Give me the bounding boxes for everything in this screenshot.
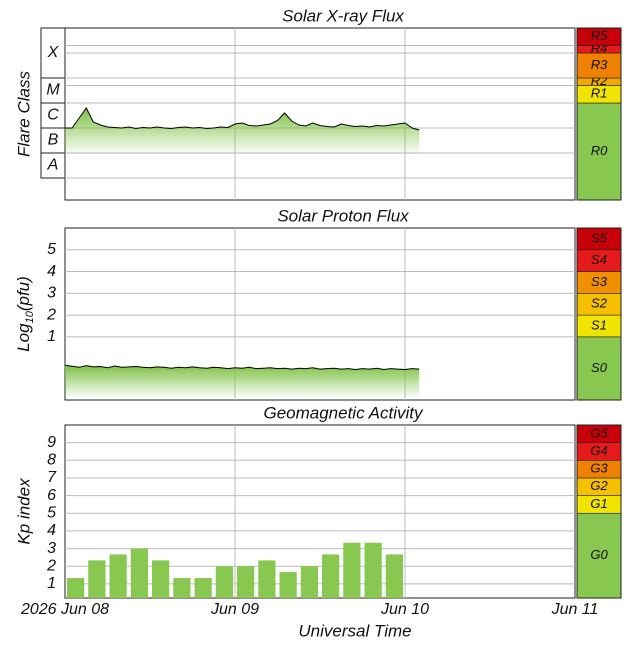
bar: [258, 560, 276, 598]
x-axis-label: Universal Time: [298, 621, 411, 640]
y-tick-label: 1: [47, 575, 56, 592]
line: [65, 107, 420, 131]
bar: [300, 566, 318, 598]
class-box: [40, 27, 66, 79]
area: [65, 365, 420, 398]
class-box: [40, 152, 66, 179]
bar: [237, 566, 255, 598]
scale-frame: [576, 227, 622, 401]
y-axis-label: Kp index: [14, 478, 33, 545]
y-tick-label: 2: [46, 306, 56, 323]
plot-frame: [64, 27, 576, 201]
class-label: M: [46, 82, 60, 99]
bar: [109, 554, 127, 598]
bar: [385, 554, 403, 598]
x-tick-label: Jun 09: [210, 601, 259, 618]
x-tick-label: Jun 10: [380, 601, 429, 618]
scale-label: G3: [590, 461, 608, 476]
bar: [194, 578, 212, 598]
bar: [279, 572, 297, 598]
scale-label: G2: [590, 478, 608, 493]
y-tick-label: 3: [47, 540, 56, 557]
scale-label: S2: [591, 296, 608, 311]
bar: [343, 542, 361, 598]
bar: [364, 542, 382, 598]
scale-label: S1: [591, 317, 607, 332]
x-tick-label: 2026 Jun 08: [20, 601, 109, 618]
scale-label: R3: [591, 57, 608, 72]
scale-label: S4: [591, 252, 607, 267]
class-label: B: [48, 132, 59, 149]
y-tick-label: 4: [47, 263, 56, 280]
bar: [152, 560, 170, 598]
scale-frame: [576, 27, 622, 201]
area: [65, 108, 420, 155]
class-label: C: [47, 107, 59, 124]
scale-label: S5: [591, 230, 608, 245]
y-axis-label: Log10(pfu): [14, 276, 35, 352]
scale-label: S0: [591, 360, 608, 375]
y-tick-label: 9: [47, 434, 56, 451]
y-axis-label-part: 10: [24, 310, 36, 323]
scale-label: G4: [590, 443, 607, 458]
scale-label: S3: [591, 274, 608, 289]
y-tick-label: 8: [47, 452, 56, 469]
y-axis-label: Flare Class: [14, 71, 33, 157]
y-axis-label-part: Log: [14, 323, 33, 352]
bar: [173, 578, 191, 598]
class-label: A: [47, 157, 59, 174]
scale-label: G5: [590, 425, 608, 440]
y-tick-label: 6: [47, 487, 56, 504]
bar: [215, 566, 233, 598]
y-tick-label: 7: [47, 469, 57, 486]
bar: [130, 548, 148, 598]
class-label: X: [47, 44, 60, 61]
scale-label: R1: [591, 86, 608, 101]
scale-label: G0: [590, 547, 608, 562]
x-tick-label: Jun 11: [551, 601, 599, 618]
scale-level: [576, 102, 622, 201]
line: [64, 364, 420, 371]
scale-label: R0: [591, 143, 608, 158]
panel-title: Solar Proton Flux: [277, 206, 409, 225]
scale-label: R5: [591, 28, 608, 43]
y-tick-label: 3: [47, 285, 56, 302]
panel-title: Solar X-ray Flux: [282, 6, 404, 25]
y-tick-label: 5: [47, 241, 56, 258]
y-tick-label: 1: [47, 328, 56, 345]
scale-label: G1: [590, 496, 607, 511]
bar: [322, 554, 340, 598]
y-tick-label: 5: [47, 504, 56, 521]
scale-frame: [576, 424, 622, 599]
panel-title: Geomagnetic Activity: [263, 403, 424, 422]
y-axis-label-part: (pfu): [14, 276, 33, 311]
plot-frame: [64, 424, 576, 599]
bar: [67, 578, 85, 598]
y-tick-label: 4: [47, 522, 56, 539]
bar: [88, 560, 106, 598]
y-tick-label: 2: [46, 557, 56, 574]
